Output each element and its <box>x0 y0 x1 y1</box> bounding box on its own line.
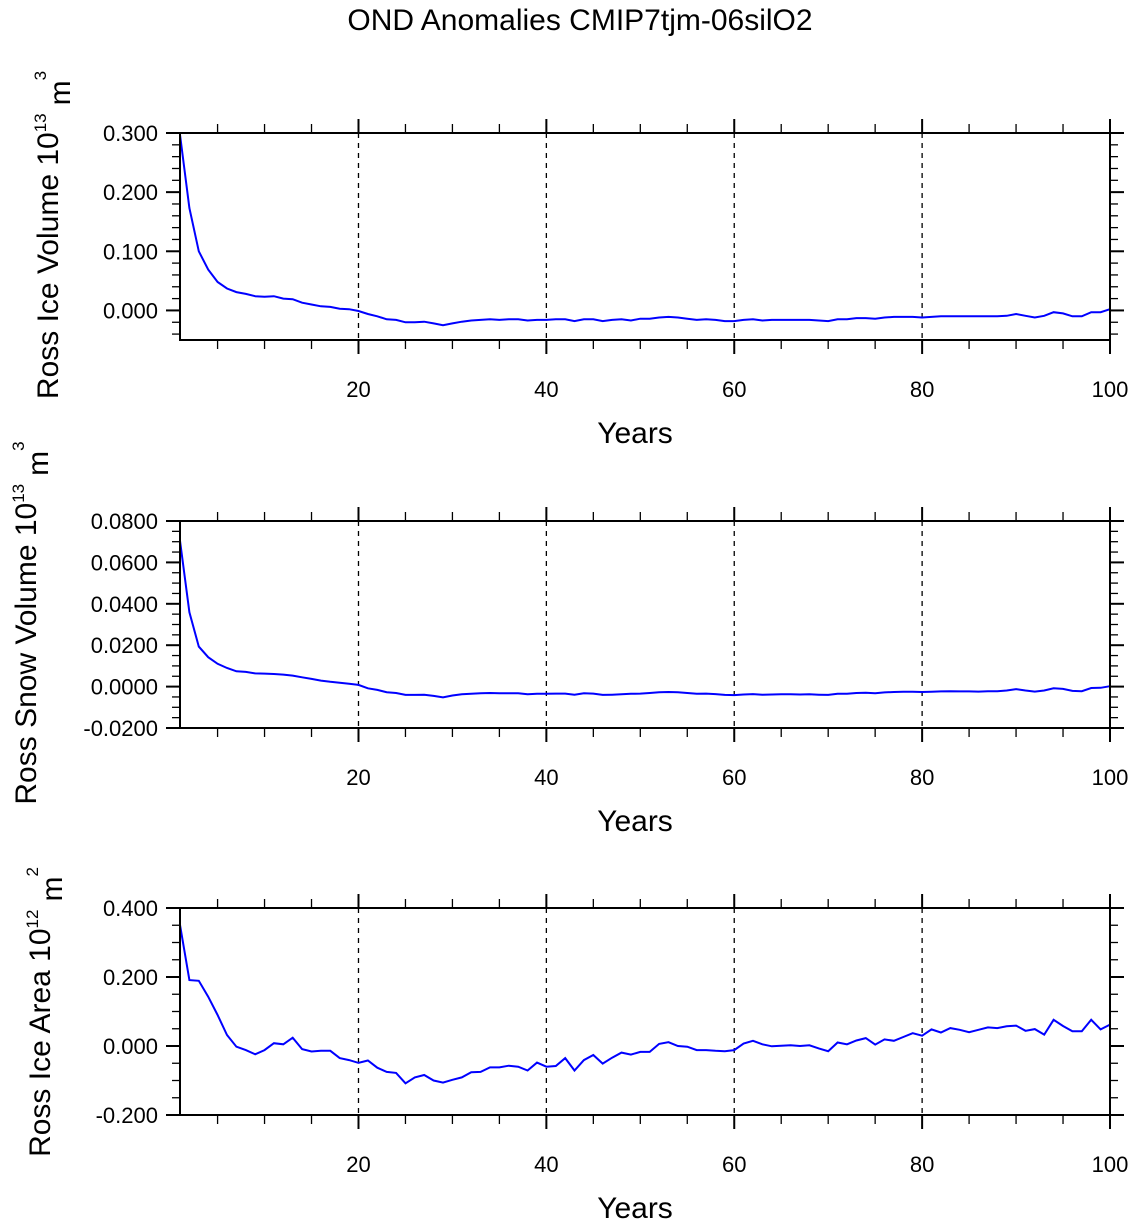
series-line <box>180 925 1110 1083</box>
panel-2: -0.0200 0.0000 0.0200 0.0400 0.0600 0.0800 20 4… <box>9 441 1128 838</box>
y-tick-label: 0.200 <box>103 965 158 990</box>
y-axis-label-ylabel: Ross Ice Volume 10 <box>32 132 65 399</box>
x-tick-label: 60 <box>722 377 746 402</box>
y-tick-label: 0.000 <box>103 1034 158 1059</box>
panel-1: 0.000 0.100 0.200 0.300 20 40 60 80 100 Years Ross… <box>31 71 1128 450</box>
chart-title: OND Anomalies CMIP7tjm-06silO2 <box>347 4 812 37</box>
y-tick-label: -0.200 <box>96 1103 158 1128</box>
y-tick-label: 0.0400 <box>91 592 158 617</box>
plot-frame <box>180 133 1110 340</box>
y-tick-label: -0.0200 <box>83 716 158 741</box>
plot-frame <box>180 521 1110 728</box>
y-axis-label: Ross Ice Volume 1013 m3 <box>31 71 77 399</box>
y-axis-label-ylabel-unit-exp: 2 <box>23 867 42 876</box>
y-tick-label: 0.0000 <box>91 675 158 700</box>
x-tick-label: 20 <box>346 1152 370 1177</box>
plot-frame <box>180 908 1110 1115</box>
y-tick-label: 0.0200 <box>91 633 158 658</box>
x-tick-label: 60 <box>722 765 746 790</box>
y-tick-label: 0.0600 <box>91 550 158 575</box>
x-axis-label: Years <box>597 1192 673 1225</box>
x-tick-label: 40 <box>534 765 558 790</box>
series-line <box>180 135 1110 325</box>
x-tick-label: 60 <box>722 1152 746 1177</box>
y-axis-label-ylabel: Ross Snow Volume 10 <box>10 503 43 805</box>
series-line <box>180 541 1110 698</box>
y-tick-label: 0.100 <box>103 239 158 264</box>
y-axis-label-ylabel-exp: 13 <box>31 113 50 132</box>
y-axis-label-ylabel-unit-exp: 3 <box>9 441 28 450</box>
x-tick-label: 40 <box>534 377 558 402</box>
x-tick-label: 100 <box>1092 765 1129 790</box>
x-tick-label: 80 <box>910 377 934 402</box>
y-tick-label: 0.400 <box>103 896 158 921</box>
x-tick-label: 80 <box>910 1152 934 1177</box>
x-axis-label: Years <box>597 805 673 838</box>
y-axis-label-ylabel-unit: m <box>36 877 69 902</box>
y-axis-label-ylabel-unit-exp: 3 <box>31 71 50 80</box>
y-axis-label-ylabel-unit: m <box>44 80 77 105</box>
x-tick-label: 100 <box>1092 377 1129 402</box>
x-tick-label: 40 <box>534 1152 558 1177</box>
x-tick-label: 80 <box>910 765 934 790</box>
x-tick-label: 100 <box>1092 1152 1129 1177</box>
y-tick-label: 0.300 <box>103 121 158 146</box>
y-tick-label: 0.200 <box>103 180 158 205</box>
x-axis-label: Years <box>597 417 673 450</box>
x-tick-label: 20 <box>346 765 370 790</box>
y-axis-label: Ross Ice Area 1012 m2 <box>23 867 69 1157</box>
y-axis-label-ylabel-unit: m <box>22 451 55 476</box>
y-axis-label-ylabel: Ross Ice Area 10 <box>24 928 57 1156</box>
y-tick-label: 0.000 <box>103 298 158 323</box>
x-tick-label: 20 <box>346 377 370 402</box>
y-axis-label: Ross Snow Volume 1013 m3 <box>9 441 55 804</box>
y-axis-label-ylabel-exp: 13 <box>9 484 28 503</box>
y-tick-label: 0.0800 <box>91 509 158 534</box>
panel-3: -0.200 0.000 0.200 0.400 20 40 60 80 100 Years Ros… <box>23 867 1128 1225</box>
y-axis-label-ylabel-exp: 12 <box>23 910 42 929</box>
